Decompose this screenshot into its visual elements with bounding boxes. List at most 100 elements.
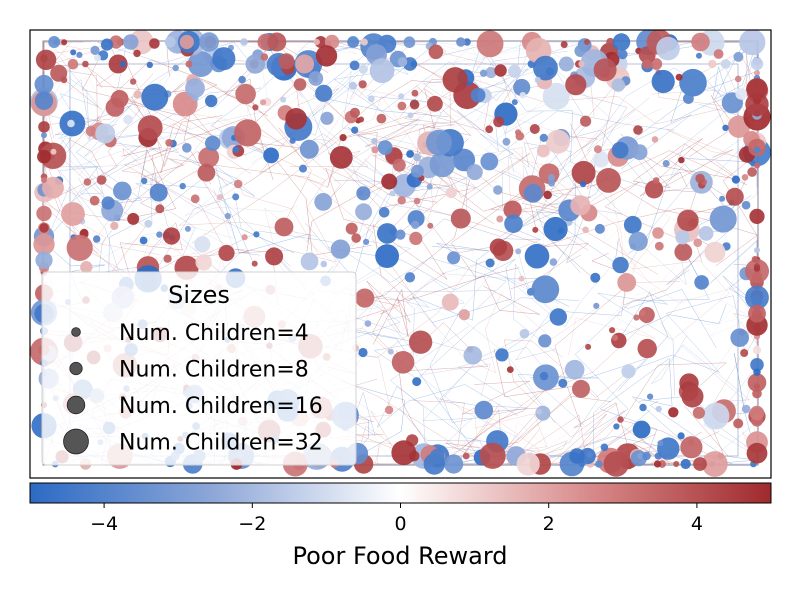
agent-point <box>194 236 211 253</box>
agent-point <box>571 160 596 185</box>
agent-point <box>662 160 670 167</box>
agent-point <box>164 36 176 48</box>
agent-point <box>489 238 508 256</box>
trajectory-line <box>224 48 443 163</box>
agent-point <box>408 330 433 354</box>
trajectory-line <box>431 184 576 280</box>
agent-point <box>67 58 79 70</box>
agent-point <box>516 452 540 476</box>
trajectory-line <box>580 429 702 465</box>
agent-point <box>609 327 616 334</box>
agent-point <box>754 162 760 169</box>
agent-point <box>355 203 373 221</box>
plot-frame <box>29 29 772 479</box>
agent-point <box>493 116 504 128</box>
agent-point <box>657 440 664 447</box>
agent-point <box>387 348 394 355</box>
agent-point <box>549 308 567 326</box>
agent-point <box>695 173 705 184</box>
agent-point <box>329 146 353 169</box>
agent-point <box>652 177 660 184</box>
agent-point <box>637 452 644 460</box>
agent-point <box>61 202 85 226</box>
agent-point <box>603 451 629 477</box>
agent-point <box>397 196 406 205</box>
trajectory-line <box>456 110 572 210</box>
agent-point <box>752 345 762 355</box>
trajectory-line <box>483 53 651 190</box>
agent-point <box>677 432 685 440</box>
trajectory-line <box>195 230 507 310</box>
agent-point <box>593 145 602 154</box>
legend-entry-label: Num. Children=8 <box>119 358 309 383</box>
agent-point <box>749 405 765 421</box>
agent-point <box>39 223 49 233</box>
agent-point <box>349 107 360 118</box>
agent-point <box>494 64 507 77</box>
agent-point <box>611 78 625 92</box>
agent-point <box>678 156 685 164</box>
agent-point <box>35 251 53 269</box>
agent-point <box>704 241 726 263</box>
trajectory-line <box>419 363 520 465</box>
agent-point <box>753 109 761 117</box>
agent-point <box>94 54 101 62</box>
agent-point <box>274 217 294 237</box>
trajectory-line <box>599 357 696 465</box>
agent-point <box>263 147 279 164</box>
agent-point <box>595 460 603 468</box>
trajectory-line <box>372 223 540 315</box>
agent-point <box>611 141 629 159</box>
agent-point <box>260 53 269 61</box>
agent-point <box>348 81 357 90</box>
agent-point <box>295 54 315 74</box>
agent-point <box>693 457 707 471</box>
agent-point <box>83 178 92 186</box>
agent-point <box>265 247 284 266</box>
agent-point <box>100 38 114 51</box>
agent-point <box>617 273 637 292</box>
colorbar-label: Poor Food Reward <box>292 542 507 570</box>
agent-point <box>511 99 518 106</box>
agent-point <box>504 214 523 233</box>
agent-point <box>320 260 328 268</box>
agent-point <box>675 230 690 245</box>
agent-point <box>89 195 100 206</box>
agent-point <box>674 243 693 261</box>
legend-marker <box>69 361 83 376</box>
agent-point <box>694 275 709 290</box>
agent-point <box>149 38 160 49</box>
agent-point <box>513 78 531 97</box>
agent-point <box>235 83 256 105</box>
agent-point <box>37 149 51 164</box>
agent-point <box>195 254 212 271</box>
agent-point <box>637 338 657 359</box>
agent-point <box>36 205 52 222</box>
agent-point <box>612 33 631 51</box>
legend-entry-label: Num. Children=4 <box>119 321 309 346</box>
agent-point <box>184 225 191 232</box>
agent-point <box>368 95 375 103</box>
agent-point <box>586 451 593 459</box>
agent-point <box>466 164 483 181</box>
agent-point <box>693 238 702 247</box>
agent-point <box>76 51 83 59</box>
agent-point <box>105 98 125 117</box>
agent-point <box>137 115 163 141</box>
agent-point <box>642 451 651 461</box>
agent-point <box>519 328 530 339</box>
trajectory-line <box>358 111 505 190</box>
trajectory-line <box>366 280 411 345</box>
agent-point <box>558 378 568 388</box>
agent-point <box>139 236 148 245</box>
agent-point <box>90 45 100 56</box>
agent-point <box>345 222 358 235</box>
agent-point <box>584 39 590 45</box>
agent-point <box>216 194 224 201</box>
agent-point <box>369 58 395 84</box>
agent-point <box>495 348 509 362</box>
legend-marker <box>71 327 81 337</box>
agent-point <box>539 133 548 142</box>
agent-point <box>713 49 724 59</box>
